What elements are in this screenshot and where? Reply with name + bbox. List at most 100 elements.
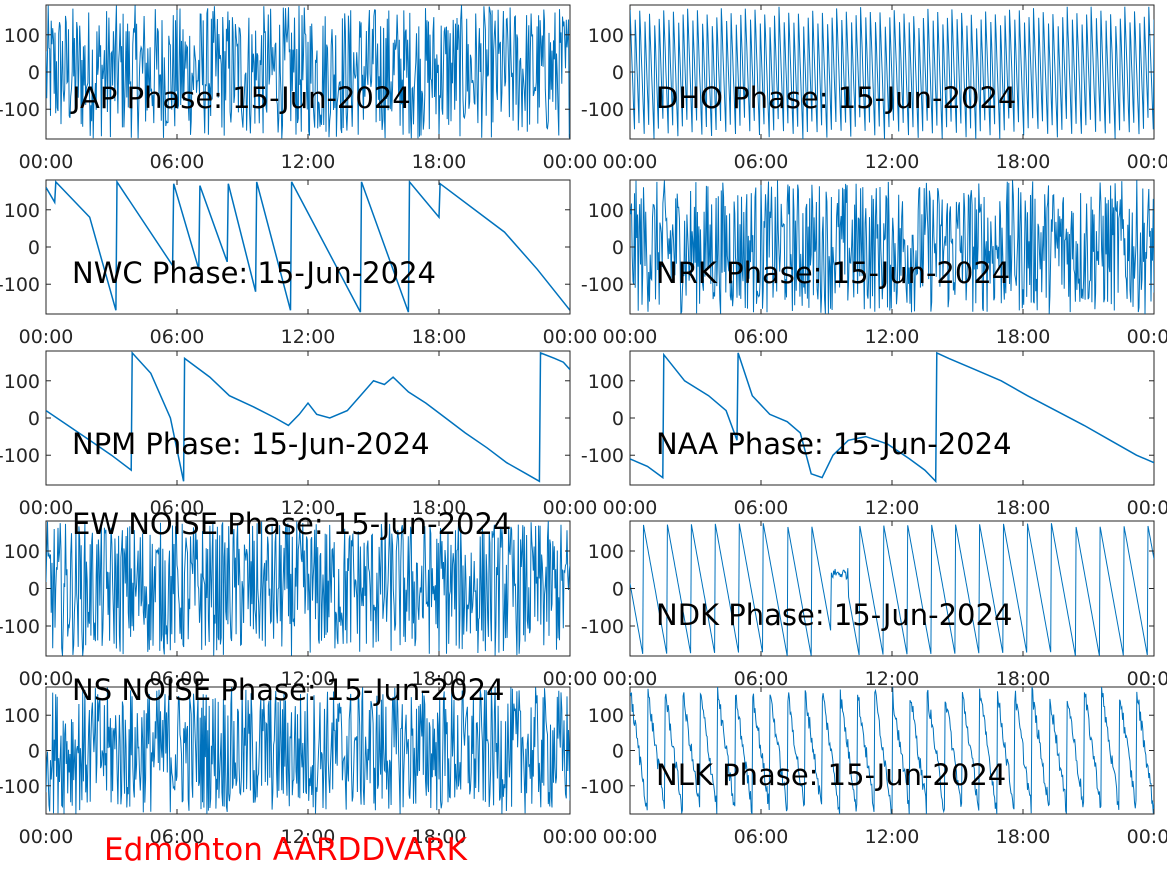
x-tick-label: 00:00 (603, 668, 658, 690)
phase-panel: 100 0 -100 00:00 06:00 12:00 18:00 00:00 NAA Pha… (581, 350, 1167, 519)
x-tick-label: 12:00 (865, 326, 920, 348)
axes-box (45, 179, 571, 315)
panel-title: DHO Phase: 15-Jun-2024 (656, 81, 1016, 115)
x-tick-label: 06:00 (734, 497, 789, 519)
y-tick-label: -100 (581, 274, 624, 296)
x-tick-label: 12:00 (281, 326, 336, 348)
x-tick-label: 00:00 (19, 497, 74, 519)
x-tick-label: 12:00 (281, 668, 336, 690)
y-tick-label: -100 (0, 99, 40, 121)
x-tick-label: 06:00 (150, 497, 205, 519)
panel-title: NWC Phase: 15-Jun-2024 (72, 256, 436, 290)
y-tick-label: 100 (4, 705, 40, 727)
panel-title: NDK Phase: 15-Jun-2024 (656, 598, 1012, 632)
figure-footer-title: Edmonton AARDDVARK (104, 832, 468, 868)
x-tick-label: 18:00 (412, 826, 467, 848)
panel-title: NRK Phase: 15-Jun-2024 (656, 256, 1010, 290)
axes-box (45, 350, 571, 486)
x-tick-label: 00:00 (543, 326, 598, 348)
y-tick-label: 0 (28, 579, 40, 601)
phase-series-line (46, 521, 570, 656)
x-tick-label: 00:00 (543, 497, 598, 519)
x-tick-label: 18:00 (412, 151, 467, 173)
y-tick-label: 100 (4, 371, 40, 393)
x-tick-label: 00:00 (543, 826, 598, 848)
phase-series-line (46, 687, 570, 814)
x-tick-label: 18:00 (412, 326, 467, 348)
y-tick-label: -100 (581, 99, 624, 121)
phase-series-line (630, 687, 1154, 814)
y-tick-label: 100 (588, 25, 624, 47)
panel-title: NS NOISE Phase: 15-Jun-2024 (72, 673, 504, 707)
x-tick-label: 06:00 (150, 668, 205, 690)
y-tick-label: -100 (0, 616, 40, 638)
x-tick-label: 12:00 (281, 497, 336, 519)
x-tick-label: 00:00 (1127, 668, 1167, 690)
x-tick-label: 12:00 (281, 826, 336, 848)
y-tick-label: -100 (0, 776, 40, 798)
x-tick-label: 00:00 (1127, 326, 1167, 348)
phase-series-line (46, 5, 570, 139)
x-tick-label: 00:00 (603, 826, 658, 848)
x-tick-label: 00:00 (19, 151, 74, 173)
phase-panel: 100 0 -100 00:00 06:00 12:00 18:00 00:00 JAP Pha… (0, 4, 598, 173)
x-tick-label: 12:00 (281, 151, 336, 173)
phase-panel: 100 0 -100 00:00 06:00 12:00 18:00 00:00 NPM Pha… (0, 350, 598, 519)
y-tick-label: 0 (612, 741, 624, 763)
phase-series-line (630, 6, 1154, 139)
y-tick-label: -100 (581, 616, 624, 638)
y-tick-label: -100 (581, 445, 624, 467)
y-tick-label: -100 (581, 776, 624, 798)
y-tick-label: 100 (588, 200, 624, 222)
x-tick-label: 06:00 (734, 326, 789, 348)
x-tick-label: 06:00 (734, 668, 789, 690)
y-tick-label: 100 (4, 200, 40, 222)
y-tick-label: 100 (588, 541, 624, 563)
x-tick-label: 00:00 (543, 151, 598, 173)
phase-panel: 100 0 -100 00:00 06:00 12:00 18:00 00:00 NS NOIS… (0, 673, 597, 848)
y-tick-label: 100 (4, 25, 40, 47)
phase-series-line (630, 351, 1154, 484)
x-tick-label: 00:00 (543, 668, 598, 690)
y-tick-label: 0 (612, 237, 624, 259)
y-tick-label: 0 (28, 408, 40, 430)
x-tick-label: 00:00 (1127, 151, 1167, 173)
x-tick-label: 00:00 (603, 497, 658, 519)
y-tick-label: 100 (4, 541, 40, 563)
phase-series-line (630, 180, 1154, 314)
axes-box (629, 350, 1155, 486)
phase-panel: 100 0 -100 00:00 06:00 12:00 18:00 00:00 NWC Pha… (0, 179, 598, 348)
panel-title: EW NOISE Phase: 15-Jun-2024 (72, 507, 511, 541)
axes-box (629, 520, 1155, 657)
x-tick-label: 12:00 (865, 826, 920, 848)
panel-title: NLK Phase: 15-Jun-2024 (656, 758, 1006, 792)
phase-panel: 100 0 -100 00:00 06:00 12:00 18:00 00:00 EW NOIS… (0, 507, 597, 690)
x-tick-label: 18:00 (996, 826, 1051, 848)
x-tick-label: 06:00 (150, 826, 205, 848)
panel-title: NAA Phase: 15-Jun-2024 (656, 427, 1012, 461)
phase-series-line (46, 351, 570, 483)
x-tick-label: 12:00 (865, 668, 920, 690)
y-tick-label: 0 (28, 62, 40, 84)
x-tick-label: 18:00 (996, 151, 1051, 173)
y-tick-label: 0 (28, 237, 40, 259)
y-tick-label: 100 (588, 371, 624, 393)
y-tick-label: 0 (612, 408, 624, 430)
x-tick-label: 00:00 (603, 326, 658, 348)
x-tick-label: 18:00 (996, 326, 1051, 348)
x-tick-label: 00:00 (1127, 497, 1167, 519)
y-tick-label: 0 (28, 741, 40, 763)
x-tick-label: 18:00 (412, 668, 467, 690)
x-tick-label: 12:00 (865, 151, 920, 173)
y-tick-label: 0 (612, 579, 624, 601)
y-tick-label: 100 (588, 705, 624, 727)
panel-title: NPM Phase: 15-Jun-2024 (72, 427, 430, 461)
x-tick-label: 00:00 (19, 668, 74, 690)
x-tick-label: 06:00 (150, 326, 205, 348)
x-tick-label: 06:00 (150, 151, 205, 173)
y-tick-label: -100 (0, 445, 40, 467)
phase-series-line (630, 523, 1154, 656)
phase-panel: 100 0 -100 00:00 06:00 12:00 18:00 00:00 NDK Pha… (581, 520, 1167, 690)
panel-title: JAP Phase: 15-Jun-2024 (70, 81, 411, 115)
